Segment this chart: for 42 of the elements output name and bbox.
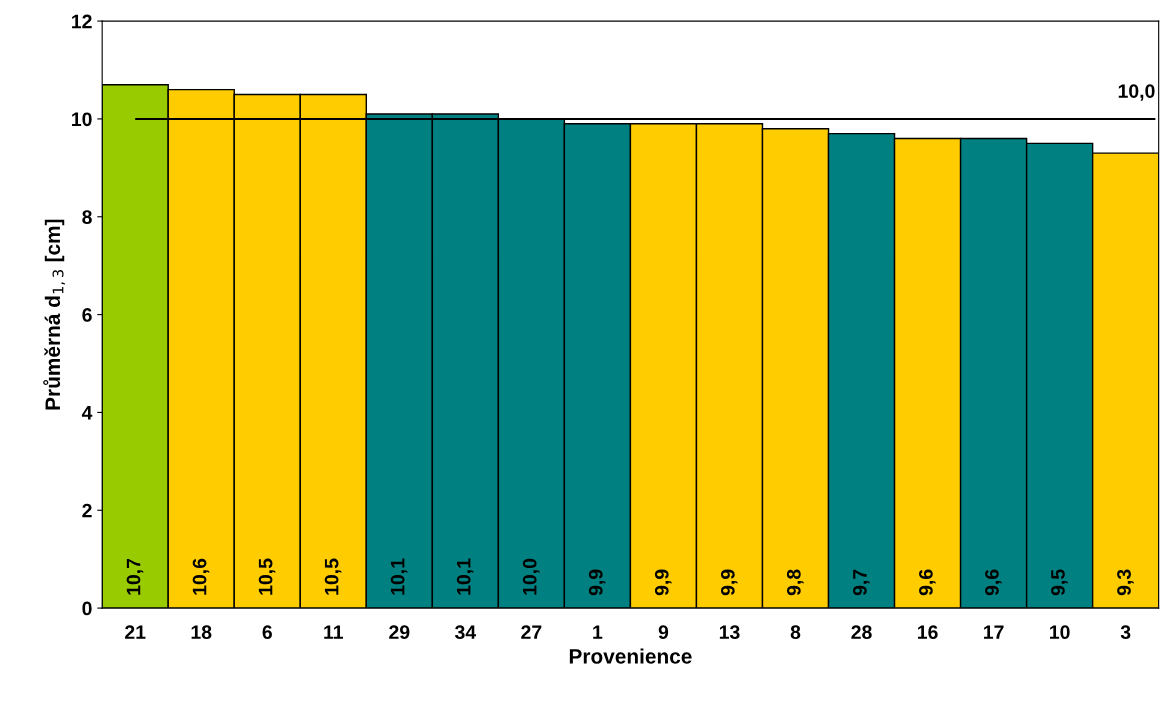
- data-label: 9,9: [720, 569, 738, 596]
- data-label: 9,7: [852, 569, 870, 596]
- data-label: 10,5: [258, 558, 276, 595]
- x-tick-label: 28: [851, 625, 872, 640]
- data-label: 10,6: [192, 558, 210, 595]
- data-label: 10,7: [126, 558, 144, 595]
- y-tick-label: 4: [81, 406, 93, 420]
- x-tick-label: 13: [719, 625, 740, 640]
- data-label: 10,1: [390, 558, 408, 595]
- x-tick-label: 18: [191, 625, 212, 640]
- data-label: 10,1: [456, 558, 474, 595]
- y-tick-label: 8: [82, 210, 92, 224]
- x-tick-label: 29: [389, 625, 410, 640]
- data-label: 9,6: [985, 569, 1002, 596]
- x-tick-label: 17: [984, 625, 1004, 639]
- data-label: 9,9: [588, 569, 606, 596]
- y-axis-title: Průměrná d$_{1,3}$ [cm]: [43, 219, 66, 410]
- y-tick-label: 12: [72, 14, 92, 29]
- data-label: 10,0: [522, 558, 540, 595]
- x-axis-title: Provenience: [569, 648, 692, 664]
- x-tick-label: 1: [593, 625, 603, 639]
- data-label: 9,3: [1117, 569, 1134, 596]
- x-tick-label: 10: [1050, 625, 1070, 640]
- x-tick-label: 27: [521, 625, 542, 639]
- data-label: 9,8: [786, 569, 804, 596]
- data-label: 10,5: [324, 558, 342, 595]
- x-tick-label: 9: [658, 625, 669, 640]
- x-tick-label: 8: [790, 625, 801, 640]
- x-tick-label: 16: [917, 625, 938, 640]
- ref-line-label: 10,0: [1118, 84, 1155, 101]
- data-label: 9,5: [1051, 569, 1068, 596]
- y-tick-label: 2: [82, 503, 92, 518]
- data-label: 9,6: [919, 569, 936, 596]
- x-tick-label: 6: [262, 625, 272, 640]
- x-tick-label: 34: [454, 625, 477, 640]
- x-tick-label: 3: [1120, 625, 1131, 640]
- data-label: 9,9: [654, 569, 672, 596]
- y-tick-label: 0: [82, 601, 92, 616]
- x-tick-label: 11: [324, 625, 344, 639]
- y-tick-label: 6: [82, 308, 92, 322]
- y-tick-label: 10: [72, 112, 92, 127]
- x-tick-label: 21: [125, 625, 146, 639]
